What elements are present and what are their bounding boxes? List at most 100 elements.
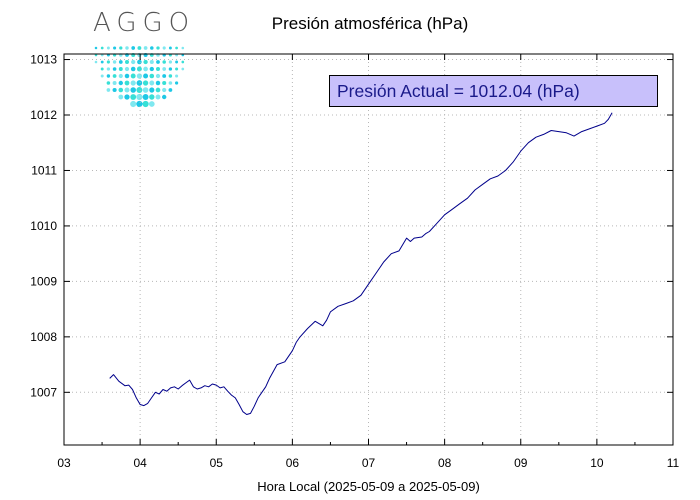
logo-dot [113, 46, 117, 50]
logo-dot [106, 74, 111, 78]
logo-dome-icon [94, 46, 185, 108]
logo-dot [142, 87, 149, 93]
pressure-series-line [109, 112, 613, 415]
logo-dot [124, 80, 130, 86]
logo-dot [155, 94, 161, 100]
logo-dot [130, 87, 136, 93]
logo-dot [118, 67, 123, 71]
logo-dot [118, 73, 123, 79]
logo-dot [175, 46, 178, 50]
x-tick-label: 05 [210, 456, 224, 470]
logo-dot [168, 60, 172, 64]
logo-dot [149, 80, 155, 86]
logo-dot [148, 101, 155, 107]
logo-dot [106, 53, 110, 57]
logo-dot [136, 87, 143, 93]
logo-dot [137, 59, 142, 65]
y-tick-label: 1008 [30, 330, 57, 344]
logo-dot [130, 94, 137, 100]
logo-dot [130, 80, 136, 86]
logo-dot [112, 60, 117, 64]
logo-dot [137, 52, 142, 58]
logo-dot [136, 100, 143, 108]
logo-dot [125, 53, 129, 57]
logo-dot [175, 67, 179, 71]
y-tick-label: 1011 [31, 163, 57, 177]
logo-dot [162, 94, 167, 100]
logo-dot [124, 73, 130, 79]
plot-frame [63, 53, 674, 446]
logo-dot [106, 60, 110, 64]
logo-dot [143, 52, 148, 58]
logo-dot [131, 59, 136, 65]
logo-dot [136, 66, 142, 72]
logo-dot [100, 67, 104, 71]
logo-dot [124, 66, 130, 72]
logo-dot [94, 60, 98, 64]
logo-dot [149, 59, 154, 65]
chart-title: Presión atmosférica (hPa) [271, 14, 469, 33]
x-axis-label: Hora Local (2025-05-09 a 2025-05-09) [257, 479, 480, 494]
logo-dot [181, 67, 185, 71]
logo-dot [106, 81, 111, 85]
logo-dot [156, 46, 160, 50]
logo-dot [149, 94, 155, 100]
x-tick-label: 09 [514, 456, 528, 470]
logo-dot [112, 74, 117, 78]
logo-dot [118, 94, 124, 100]
logo-dot [119, 46, 123, 50]
logo-dot [106, 88, 111, 92]
logo-dot [156, 60, 160, 64]
logo-dot [155, 80, 161, 86]
logo-dot [112, 87, 117, 93]
grid-lines [64, 54, 673, 445]
logo-dot [100, 74, 104, 78]
current-pressure-badge: Presión Actual = 1012.04 (hPa) [329, 75, 658, 107]
logo-dot [118, 87, 124, 93]
logo-dot [112, 67, 117, 71]
logo-dot [162, 80, 167, 86]
logo-dot [162, 53, 166, 57]
x-tick-label: 07 [362, 456, 376, 470]
x-tick-label: 08 [438, 456, 452, 470]
logo-dot [155, 87, 161, 93]
logo-dot [112, 81, 117, 85]
logo-dot [130, 73, 136, 79]
logo-dot [118, 80, 123, 86]
logo-dot [106, 46, 110, 50]
logo-dot [162, 67, 167, 71]
x-tick-label: 03 [57, 456, 71, 470]
logo-dot [124, 94, 130, 100]
logo-dot [124, 59, 130, 65]
logo-dot [124, 87, 130, 93]
logo-dot [94, 53, 98, 57]
logo-dot [162, 60, 166, 64]
logo-dot [149, 66, 154, 72]
logo-dot [131, 46, 136, 50]
logo-dot [149, 73, 155, 79]
y-tick-label: 1007 [30, 385, 57, 399]
logo-dot [137, 46, 142, 50]
logo-dot [100, 53, 104, 57]
logo-dot [175, 81, 179, 85]
logo-dot [168, 88, 173, 92]
logo-dot [142, 80, 149, 86]
logo-dot [149, 87, 155, 93]
x-tick-label: 11 [667, 456, 680, 470]
logo-dot [168, 67, 173, 71]
logo-dot [181, 60, 185, 64]
logo-dot [175, 53, 179, 57]
y-tick-label: 1010 [30, 219, 57, 233]
logo-dot [156, 53, 160, 57]
logo-dot [168, 53, 172, 57]
logo-dot [168, 46, 172, 50]
logo-dot [130, 100, 137, 108]
logo-wordmark: AGGO [93, 8, 196, 38]
logo-dot [149, 53, 154, 57]
x-tick-label: 10 [590, 456, 604, 470]
logo-dot [181, 53, 185, 57]
x-tick-label: 06 [286, 456, 300, 470]
logo-dot [143, 73, 149, 79]
logo-dot [119, 53, 123, 57]
logo-dot [142, 94, 149, 100]
